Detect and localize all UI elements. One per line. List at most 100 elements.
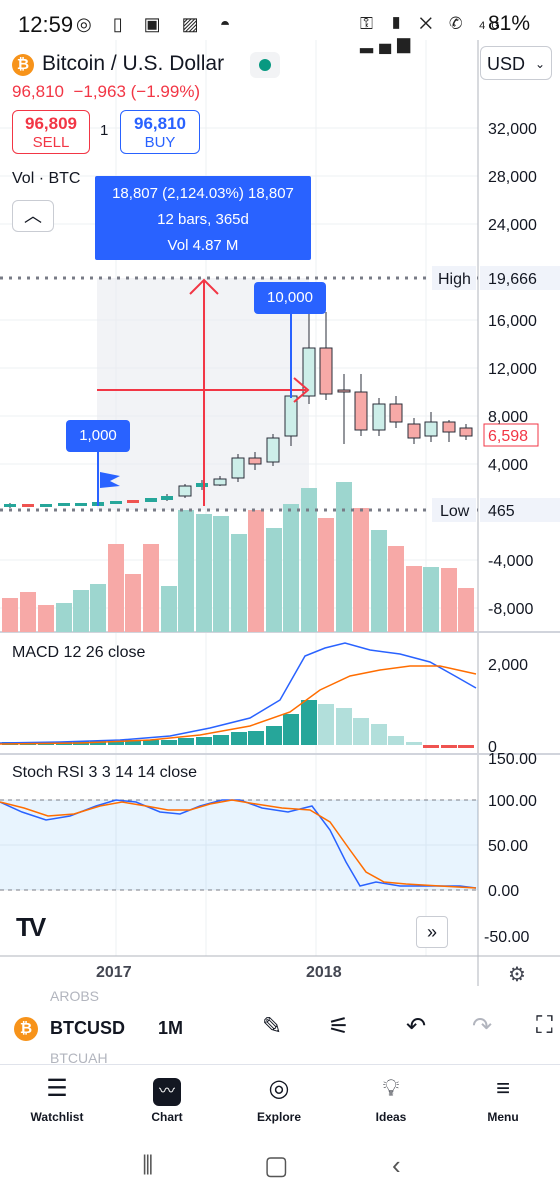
low-tag-bg <box>432 498 476 522</box>
buy-price: 96,810 <box>134 114 186 133</box>
bottom-nav <box>0 1064 560 1145</box>
home-icon[interactable]: ▢ <box>264 1150 289 1180</box>
interval-button[interactable]: 1M <box>158 1018 184 1038</box>
currency-value: USD <box>487 54 526 74</box>
low-label: Low <box>440 503 470 520</box>
last-price-header: 96,810 <box>12 82 64 101</box>
redo-icon[interactable]: ↷ <box>472 1013 493 1040</box>
stoch-tick: 50.00 <box>488 838 528 855</box>
drawing-pencil-icon[interactable]: ✎ <box>262 1013 283 1040</box>
bitcoin-logo-icon: ₿ <box>14 1017 38 1041</box>
price-tick: -8,000 <box>488 601 533 618</box>
symbol-title[interactable]: Bitcoin / U.S. Dollar <box>42 52 225 75</box>
low-value-bg <box>480 498 560 522</box>
symbol-scroll-prev: AROBS <box>50 988 100 1004</box>
lightbulb-icon: 💡︎ <box>382 1075 400 1102</box>
nav-explore[interactable]: ◎ Explore <box>234 1072 324 1124</box>
high-label: High <box>438 271 471 288</box>
tradingview-logo-icon: TV <box>16 912 46 942</box>
indicators-sliders-icon[interactable]: ⚟ <box>328 1013 350 1040</box>
battery-level: 81% <box>488 12 531 35</box>
spread-value: 1 <box>100 122 109 139</box>
stoch-tick: 150.00 <box>488 751 537 768</box>
currency-select[interactable]: USD ⌄ <box>480 46 552 80</box>
price-quote: 96,810 −1,963 (−1.99%) <box>12 82 200 102</box>
price-tick: 32,000 <box>488 121 537 138</box>
nav-chart[interactable]: 〰 Chart <box>122 1072 212 1124</box>
collapse-legend-button[interactable]: ︿ <box>12 200 54 232</box>
status-bar: 12:59 ◎ ▯ ▣ ▨ ◓ ⚿ ▮ ✕ ✆ 4G ▂▄▆ 81% <box>0 0 560 53</box>
network-indicator: 4G <box>479 20 506 32</box>
price-tick: 24,000 <box>488 217 537 234</box>
scroll-to-realtime-button[interactable]: » <box>416 916 448 948</box>
nav-label: Menu <box>487 1110 519 1124</box>
price-axis[interactable]: 32,000 28,000 24,000 16,000 12,000 8,000… <box>438 121 537 946</box>
candles <box>4 312 473 508</box>
notification-icons: ◎ ▯ ▣ ▨ ◓ <box>76 14 239 34</box>
watchlist-icon: ☰ <box>46 1075 68 1102</box>
flag-label-1000[interactable]: 1,000 <box>66 420 130 452</box>
low-value: 465 <box>488 503 515 520</box>
price-tick: 16,000 <box>488 313 537 330</box>
high-value: 19,666 <box>488 271 537 288</box>
price-tick: 28,000 <box>488 169 537 186</box>
stoch-band <box>0 800 478 890</box>
stoch-tick: 0.00 <box>488 883 519 900</box>
undo-icon[interactable]: ↶ <box>406 1013 427 1040</box>
measure-bars: 12 bars, 365d <box>157 211 249 228</box>
last-price: 6,598 <box>488 428 528 445</box>
time-tick: 2018 <box>306 964 342 981</box>
chart-icon: 〰 <box>122 1072 212 1106</box>
chart-toolbar <box>0 986 560 1064</box>
macd-legend[interactable]: MACD 12 26 close <box>12 644 146 661</box>
bitcoin-logo-icon: ₿ <box>12 54 34 76</box>
price-tick: 4,000 <box>488 457 528 474</box>
sell-label: SELL <box>32 134 70 151</box>
price-change: −1,963 (−1.99%) <box>73 82 201 101</box>
last-price-bg <box>483 423 539 447</box>
nav-label: Chart <box>151 1110 183 1124</box>
menu-icon: ≡ <box>495 1075 510 1102</box>
high-tag-bg <box>432 266 476 290</box>
measure-change: 18,807 (2,124.03%) 18,807 <box>112 185 294 202</box>
price-tick: 12,000 <box>488 361 537 378</box>
nav-menu[interactable]: ≡ Menu <box>458 1072 548 1124</box>
back-icon[interactable]: ‹ <box>392 1150 401 1180</box>
macd-tick: 0 <box>488 739 497 756</box>
double-chevron-right-icon: » <box>426 922 437 942</box>
nav-label: Explore <box>256 1110 301 1124</box>
nav-label: Ideas <box>375 1110 407 1124</box>
stoch-tick: -50.00 <box>484 929 529 946</box>
chart-settings-icon[interactable]: ⚙ <box>508 964 526 986</box>
sell-button[interactable]: 96,809 SELL <box>12 110 90 154</box>
status-time: 12:59 <box>18 12 74 37</box>
nav-label: Watchlist <box>30 1110 84 1124</box>
flag-icon <box>100 472 120 488</box>
macd-line <box>0 642 477 744</box>
system-icons: ⚿ ▮ ✕ ✆ 4G ▂▄▆ <box>360 14 506 53</box>
stoch-tick: 100.00 <box>488 793 537 810</box>
recent-apps-icon[interactable]: ⦀ <box>142 1150 154 1180</box>
price-tick: 8,000 <box>488 409 528 426</box>
nav-watchlist[interactable]: ☰ Watchlist <box>12 1072 102 1124</box>
price-tick: -4,000 <box>488 553 533 570</box>
volume-legend[interactable]: Vol · BTC <box>12 170 81 187</box>
macd-signal-line <box>0 665 477 745</box>
buy-label: BUY <box>144 134 176 151</box>
symbol-scroll-next: BTCUAH <box>50 1050 108 1066</box>
measure-arrows[interactable] <box>97 278 310 506</box>
market-status-icon[interactable] <box>250 52 280 78</box>
macd-histogram <box>2 700 474 748</box>
flag-label-10000[interactable]: 10,000 <box>254 282 326 314</box>
nav-ideas[interactable]: 💡︎ Ideas <box>346 1072 436 1124</box>
measure-tooltip: 18,807 (2,124.03%) 18,807 12 bars, 365d … <box>95 176 311 260</box>
fullscreen-icon[interactable]: ⛶ <box>536 1012 553 1039</box>
buy-button[interactable]: 96,810 BUY <box>120 110 200 154</box>
macd-tick: 2,000 <box>488 657 528 674</box>
stoch-legend[interactable]: Stoch RSI 3 3 14 14 close <box>12 764 197 781</box>
stoch-d-line <box>0 799 477 889</box>
chevron-up-icon: ︿ <box>24 206 42 226</box>
symbol-button[interactable]: BTCUSD <box>50 1018 125 1038</box>
chevron-down-icon: ⌄ <box>534 57 545 71</box>
high-value-bg <box>480 266 560 290</box>
